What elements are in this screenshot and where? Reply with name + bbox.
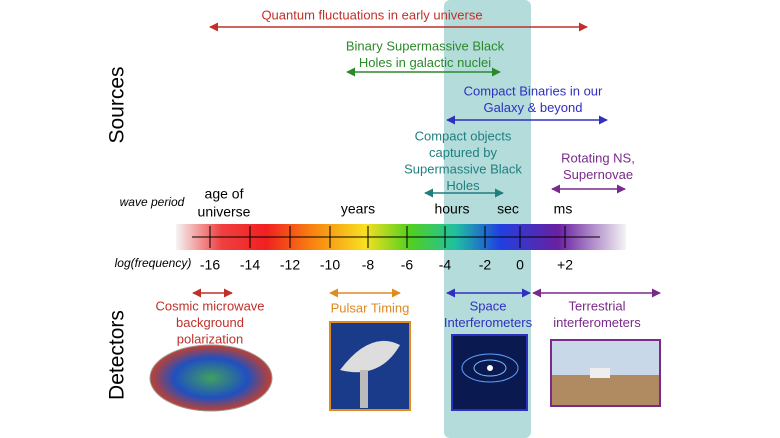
detectors-heading: Detectors — [106, 310, 129, 400]
log-frequency-label: log(frequency) — [115, 256, 192, 270]
period-label: hours — [434, 201, 469, 217]
frequency-tick-label: -12 — [280, 257, 300, 273]
frequency-tick-label: -2 — [479, 257, 492, 273]
period-label: universe — [198, 204, 251, 220]
source-label: Compact objects — [415, 128, 512, 143]
period-label: ms — [554, 201, 573, 217]
detector-label: background — [176, 315, 244, 330]
frequency-tick-label: -6 — [401, 257, 414, 273]
detector-label: polarization — [177, 331, 244, 346]
terrestrial-image — [550, 339, 661, 407]
source-label: Supernovae — [563, 167, 633, 182]
frequency-tick-label: +2 — [557, 257, 573, 273]
frequency-tick-label: -10 — [320, 257, 340, 273]
source-label: Supermassive Black — [404, 161, 522, 176]
source-label: Binary Supermassive Black — [346, 38, 505, 53]
frequency-tick-label: -14 — [240, 257, 260, 273]
detector-label: Terrestrial — [568, 298, 625, 313]
frequency-tick-label: -8 — [362, 257, 375, 273]
period-label: years — [341, 201, 375, 217]
period-label: age of — [205, 186, 244, 202]
source-label: Holes in galactic nuclei — [359, 55, 491, 70]
frequency-tick-label: -16 — [200, 257, 220, 273]
band — [444, 0, 531, 438]
sources-heading: Sources — [106, 66, 129, 143]
detector-label: Space — [470, 298, 507, 313]
detector-label: Interferometers — [444, 315, 533, 330]
frequency-tick-label: -4 — [439, 257, 452, 273]
period-label: sec — [497, 201, 519, 217]
source-label: Galaxy & beyond — [483, 100, 582, 115]
pulsar-image — [329, 321, 411, 411]
source-label: Rotating NS, — [561, 150, 635, 165]
detector-label: Cosmic microwave — [155, 298, 264, 313]
cmb-image — [149, 344, 273, 412]
wave-period-label: wave period — [120, 195, 185, 209]
source-label: Holes — [446, 178, 480, 193]
source-label: Quantum fluctuations in early universe — [261, 7, 482, 22]
detector-label: Pulsar Timing — [331, 300, 410, 315]
detector-label: interferometers — [553, 315, 641, 330]
space-image — [451, 334, 528, 411]
source-label: captured by — [429, 145, 497, 160]
source-label: Compact Binaries in our — [464, 83, 603, 98]
frequency-tick-label: 0 — [516, 257, 524, 273]
